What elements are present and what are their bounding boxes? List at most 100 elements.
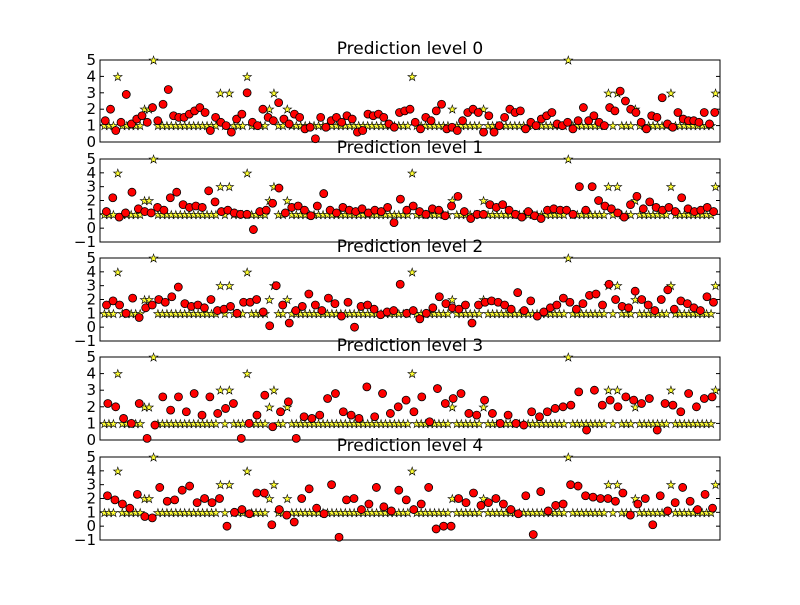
circle-point	[558, 499, 568, 509]
star-point: ★	[479, 401, 489, 414]
star-point: ★	[340, 208, 350, 221]
star-point: ★	[706, 417, 716, 430]
star-point: ★	[189, 307, 199, 320]
star-point: ★	[452, 307, 462, 320]
circle-point	[284, 119, 294, 129]
circle-point	[274, 183, 284, 193]
ytick-label: 0	[86, 219, 96, 237]
star-point: ★	[537, 417, 547, 430]
star-point: ★	[657, 307, 667, 320]
star-point: ★	[184, 120, 194, 133]
star-point: ★	[273, 417, 283, 430]
star-point: ★	[349, 120, 359, 133]
circle-point	[642, 124, 651, 134]
star-point: ★	[122, 417, 132, 430]
star-point: ★	[505, 307, 515, 320]
star-point: ★	[122, 120, 132, 133]
circle-point	[189, 389, 199, 398]
circle-point	[226, 302, 235, 311]
circle-point	[566, 480, 576, 490]
star-point: ★	[559, 417, 569, 430]
circle-point	[249, 225, 258, 234]
star-point: ★	[586, 417, 596, 430]
ytick-label: 0	[86, 133, 96, 151]
star-point: ★	[586, 120, 596, 133]
star-point: ★	[340, 120, 350, 133]
circle-point	[244, 418, 254, 428]
star-point: ★	[599, 208, 609, 221]
star-point: ★	[617, 506, 627, 519]
star-point: ★	[675, 208, 685, 221]
circle-point	[261, 205, 271, 215]
circle-point	[332, 208, 341, 218]
star-point: ★	[407, 368, 417, 381]
circle-point	[271, 281, 281, 291]
star-point: ★	[407, 70, 417, 83]
star-point: ★	[104, 506, 114, 519]
star-point: ★	[309, 307, 319, 320]
circle-point	[252, 410, 262, 420]
circle-point	[252, 295, 262, 304]
star-point: ★	[666, 479, 676, 492]
star-point: ★	[452, 417, 462, 430]
circle-point	[638, 204, 648, 214]
circle-point	[707, 392, 717, 402]
circle-point	[696, 306, 705, 315]
circle-point	[645, 197, 655, 207]
star-point: ★	[135, 120, 145, 133]
circle-point	[389, 306, 399, 315]
star-point: ★	[501, 307, 511, 320]
star-point: ★	[505, 208, 515, 221]
star-point: ★	[180, 120, 190, 133]
star-point: ★	[398, 506, 408, 519]
star-point: ★	[242, 167, 252, 180]
star-point: ★	[608, 506, 618, 519]
star-point: ★	[675, 417, 685, 430]
circle-point	[134, 313, 144, 322]
ytick-label: 2	[86, 490, 96, 508]
ytick-label: 2	[86, 192, 96, 210]
star-point: ★	[505, 417, 515, 430]
star-point: ★	[483, 417, 493, 430]
star-point: ★	[215, 479, 225, 492]
circle-point	[440, 399, 450, 408]
star-point: ★	[287, 506, 297, 519]
circle-point	[415, 314, 425, 324]
circle-point	[312, 201, 322, 211]
star-point: ★	[447, 493, 457, 506]
circle-point	[132, 489, 142, 499]
star-point: ★	[171, 307, 181, 320]
star-point: ★	[131, 120, 141, 133]
circle-point	[357, 204, 367, 214]
star-point: ★	[684, 307, 694, 320]
star-point: ★	[546, 208, 556, 221]
star-point: ★	[474, 417, 484, 430]
star-point: ★	[456, 120, 466, 133]
subplot-title: Prediction level 2	[337, 237, 484, 257]
star-point: ★	[358, 417, 368, 430]
star-point: ★	[180, 417, 190, 430]
circle-point	[409, 407, 419, 417]
star-point: ★	[104, 307, 114, 320]
circle-point	[453, 191, 463, 201]
star-point: ★	[158, 417, 168, 430]
circle-point	[394, 485, 404, 495]
star-point: ★	[117, 417, 127, 430]
star-point: ★	[492, 506, 502, 519]
circle-point	[452, 126, 462, 135]
star-point: ★	[278, 417, 288, 430]
star-point: ★	[247, 208, 257, 221]
star-point: ★	[376, 506, 386, 519]
circle-point	[331, 389, 340, 398]
circle-point	[596, 494, 605, 503]
star-point: ★	[617, 417, 627, 430]
ytick-label: −1	[74, 233, 96, 251]
star-point: ★	[149, 451, 159, 464]
star-point: ★	[447, 103, 457, 116]
star-point: ★	[331, 506, 341, 519]
circle-point	[396, 194, 405, 204]
star-point: ★	[256, 506, 266, 519]
star-point: ★	[153, 120, 163, 133]
star-point: ★	[657, 506, 667, 519]
circle-point	[274, 505, 284, 514]
